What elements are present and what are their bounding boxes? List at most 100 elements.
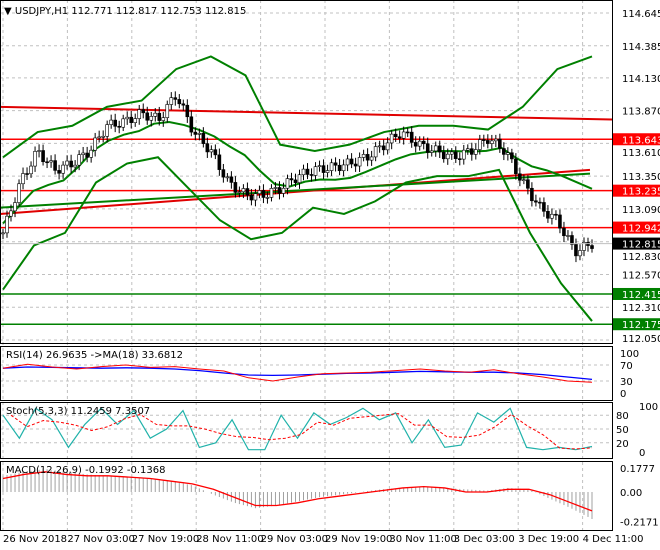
candle-body [253,193,258,201]
candle-body [566,235,570,237]
level-label: 112.415 [622,290,660,301]
candle-body [482,139,486,141]
candle-body [141,109,146,114]
time-tick-label: 28 Nov 11:00 [196,534,263,545]
candle-body [578,250,582,257]
candle-body [478,139,482,150]
time-tick-label: 29 Nov 19:00 [325,534,392,545]
candle-body [421,140,426,145]
macd-tick-label: 0.00 [620,488,642,499]
candle-body [29,165,33,175]
collapse-triangle-icon: ▼ [4,6,15,17]
candle-body [353,163,358,167]
candle-body [209,149,214,153]
candle-body [369,156,374,161]
candle-body [137,109,142,119]
time-tick-label: 26 Nov 2018 [3,534,67,545]
candle-body [474,149,478,155]
candle-body [361,154,366,158]
price-tick-label: 114.385 [622,42,660,53]
candle-body [73,164,77,168]
candle-body [197,133,202,135]
rsi-ma-line [2,366,593,381]
candle-body [217,154,222,170]
level-label: 113.643 [622,135,660,146]
candle-body [333,162,338,166]
candle-body [181,103,186,106]
candle-body [373,146,378,158]
candle-body [494,138,498,142]
candle-body [193,131,198,135]
candle-body [425,143,430,153]
candle-body [1,232,5,235]
price-tick-label: 114.130 [622,74,660,85]
moving-average-long [0,172,591,209]
candle-body [153,112,158,117]
level-label-bg [613,184,660,197]
candle-body [514,158,518,175]
candle-body [502,148,506,155]
price-tick-label: 113.350 [622,172,660,183]
candle-body [133,118,138,123]
pane-border [0,461,613,531]
candle-body [397,136,402,139]
rsi-line [2,363,593,383]
candle-body [498,138,502,149]
rsi-tick-label: 100 [620,349,639,360]
candle-body [317,165,322,168]
candle-body [506,152,510,155]
candle-body [429,150,434,153]
time-tick-label: 27 Nov 19:00 [132,534,199,545]
level-label-bg [613,318,660,331]
time-tick-label: 27 Nov 03:00 [67,534,134,545]
candle-body [445,153,450,160]
current-price-label: 112.815 [622,240,660,251]
candle-body [490,140,494,144]
candle-body [265,197,270,199]
candle-body [590,245,594,249]
candle-body [558,214,562,229]
candle-body [522,179,526,182]
candle-body [21,173,25,185]
candle-body [189,116,194,133]
candle-body [225,176,230,179]
candle-body [105,124,109,137]
price-tick-label: 112.050 [622,334,660,345]
candle-body [93,137,97,151]
candle-body [25,173,29,175]
candle-body [149,116,154,121]
candle-body [469,148,474,155]
stoch-tick-label: 0 [639,448,645,459]
candle-body [49,160,53,163]
candle-body [534,200,538,203]
stoch-tick-label: 50 [616,425,629,436]
candle-body [554,213,558,216]
candle-body [389,133,394,144]
candle-body [453,151,458,159]
rsi-title: RSI(14) 26.9635 ->MA(18) 33.6812 [6,350,183,361]
macd-tick-label: 0.1777 [620,464,655,475]
candle-body [5,215,9,234]
price-tick-label: 112.570 [622,270,660,281]
candle-body [213,149,218,156]
candle-body [229,176,234,183]
time-tick-label: 29 Nov 03:00 [261,534,328,545]
candle-body [77,154,81,166]
price-tick-label: 113.090 [622,205,660,216]
candle-body [461,149,466,160]
candle-body [518,173,522,181]
candle-body [173,97,178,100]
bollinger-upper [2,55,593,159]
candle-body [409,131,414,143]
level-label-bg [613,133,660,146]
level-label: 112.942 [622,224,660,235]
candle-body [201,133,206,144]
candle-body [249,194,254,201]
candle-body [457,158,462,160]
time-tick-label: 4 Dec 11:00 [583,534,644,545]
trendline-lower [0,168,591,215]
candle-body [325,170,330,173]
